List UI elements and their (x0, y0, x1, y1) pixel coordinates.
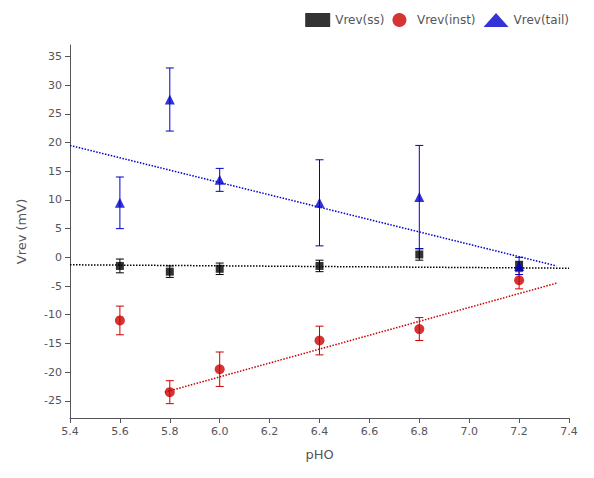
svg-text:0: 0 (55, 251, 62, 264)
svg-text:5: 5 (55, 222, 62, 235)
svg-text:20: 20 (48, 136, 62, 149)
svg-text:-25: -25 (44, 394, 62, 407)
svg-text:6.8: 6.8 (411, 425, 429, 438)
svg-text:6.0: 6.0 (211, 425, 229, 438)
svg-text:Vrev(inst): Vrev(inst) (417, 13, 476, 27)
svg-text:-5: -5 (51, 280, 62, 293)
svg-text:6.4: 6.4 (311, 425, 329, 438)
svg-text:15: 15 (48, 165, 62, 178)
svg-text:-15: -15 (44, 337, 62, 350)
svg-text:Vrev(tail): Vrev(tail) (514, 13, 569, 27)
svg-text:5.8: 5.8 (161, 425, 179, 438)
svg-text:10: 10 (48, 193, 62, 206)
svg-text:6.6: 6.6 (361, 425, 379, 438)
svg-text:7.4: 7.4 (560, 425, 578, 438)
svg-text:5.4: 5.4 (61, 425, 79, 438)
svg-text:35: 35 (48, 50, 62, 63)
svg-text:-10: -10 (44, 308, 62, 321)
svg-text:7.0: 7.0 (460, 425, 478, 438)
svg-text:-20: -20 (44, 366, 62, 379)
svg-text:Vrev (mV): Vrev (mV) (14, 199, 29, 264)
svg-text:5.6: 5.6 (111, 425, 128, 438)
svg-text:7.2: 7.2 (510, 425, 528, 438)
svg-text:Vrev(ss): Vrev(ss) (335, 13, 384, 27)
svg-text:pHO: pHO (305, 447, 333, 462)
svg-text:30: 30 (48, 79, 62, 92)
svg-text:6.2: 6.2 (261, 425, 279, 438)
svg-text:25: 25 (48, 107, 62, 120)
